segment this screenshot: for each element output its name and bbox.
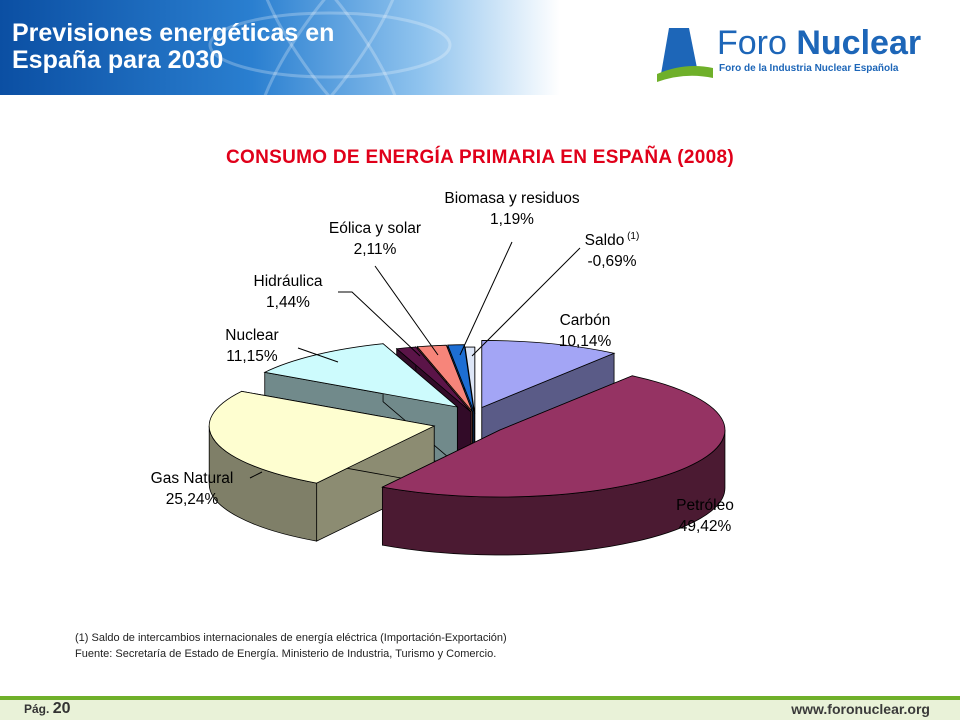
- pie-label-note: (1): [624, 231, 639, 242]
- pie-chart: CONSUMO DE ENERGÍA PRIMARIA EN ESPAÑA (2…: [0, 100, 960, 640]
- pie-chart-canvas: Carbón 10,14% Petróleo 49,42% Gas Natural 25,…: [151, 190, 734, 556]
- footer-accent-bar: [0, 696, 960, 700]
- pie-label-name: Nuclear: [225, 327, 278, 344]
- pie-label-value: 25,24%: [166, 491, 219, 508]
- pie-label-value: 2,11%: [354, 241, 397, 258]
- logo-subtitle: Foro de la Industria Nuclear Española: [719, 63, 899, 74]
- header-banner: Previsiones energéticas en España para 2…: [0, 0, 560, 95]
- footer: Pág. 20 www.foronuclear.org: [0, 696, 960, 720]
- pie-label-value: -0,69%: [587, 253, 636, 270]
- pie-leader-line: [374, 265, 439, 356]
- pie-label-name: Saldo (1): [585, 231, 640, 249]
- pie-slice-top: [464, 346, 476, 415]
- pie-slice-top: [381, 375, 726, 498]
- pie-label-name: Gas Natural: [151, 470, 234, 487]
- pie-slice-2: [208, 390, 436, 542]
- pie-leader-line: [471, 247, 581, 357]
- pie-label-name: Eólica y solar: [329, 220, 421, 237]
- pie-slices: [208, 340, 726, 556]
- pie-slice-top: [263, 343, 459, 408]
- foro-nuclear-logo: Foro Nuclear Foro de la Industria Nuclea…: [655, 22, 945, 82]
- logo-wordmark-bold: Nuclear: [796, 24, 922, 62]
- page-prefix: Pág.: [24, 702, 53, 716]
- pie-label-name: Biomasa y residuos: [444, 190, 580, 207]
- chart-title: CONSUMO DE ENERGÍA PRIMARIA EN ESPAÑA (2…: [226, 147, 734, 168]
- logo-mark-icon: [657, 28, 713, 82]
- pie-label-value: 1,44%: [266, 294, 310, 311]
- page-title-line-1: Previsiones energéticas en: [12, 19, 335, 47]
- pie-slice-top: [208, 390, 436, 484]
- logo-wordmark: Foro Nuclear: [717, 24, 921, 63]
- pie-leader-line: [338, 291, 421, 357]
- source-note: Fuente: Secretaría de Estado de Energía.…: [75, 648, 497, 660]
- pie-label-value: 49,42%: [679, 518, 732, 535]
- pie-slice-1: [381, 375, 726, 556]
- pie-label-value: 10,14%: [559, 333, 612, 350]
- pie-leader-line: [459, 241, 513, 356]
- page-title: Previsiones energéticas en España para 2…: [12, 20, 334, 74]
- pie-label-name: Hidráulica: [254, 273, 323, 290]
- pie-label-value: 11,15%: [226, 348, 278, 365]
- header-band: Previsiones energéticas en España para 2…: [0, 0, 960, 95]
- page-number: Pág. 20: [24, 700, 70, 718]
- pie-leader-line: [249, 471, 263, 479]
- footnotes: (1) Saldo de intercambios internacionale…: [75, 630, 507, 662]
- pie-label-value: 1,19%: [490, 211, 534, 228]
- footnote-saldo: (1) Saldo de intercambios internacionale…: [75, 632, 507, 644]
- logo-wordmark-light: Foro: [717, 24, 797, 62]
- page-number-value: 20: [52, 700, 71, 717]
- pie-slice-top: [481, 340, 616, 409]
- pie-label-name: Petróleo: [676, 497, 734, 514]
- atom-watermark-icon: [208, 0, 452, 95]
- pie-label-name: Carbón: [560, 312, 611, 329]
- pie-leader-line: [297, 347, 339, 363]
- pie-slice-top: [395, 346, 472, 413]
- page-title-line-2: España para 2030: [12, 46, 224, 74]
- website-link[interactable]: www.foronuclear.org: [791, 701, 930, 717]
